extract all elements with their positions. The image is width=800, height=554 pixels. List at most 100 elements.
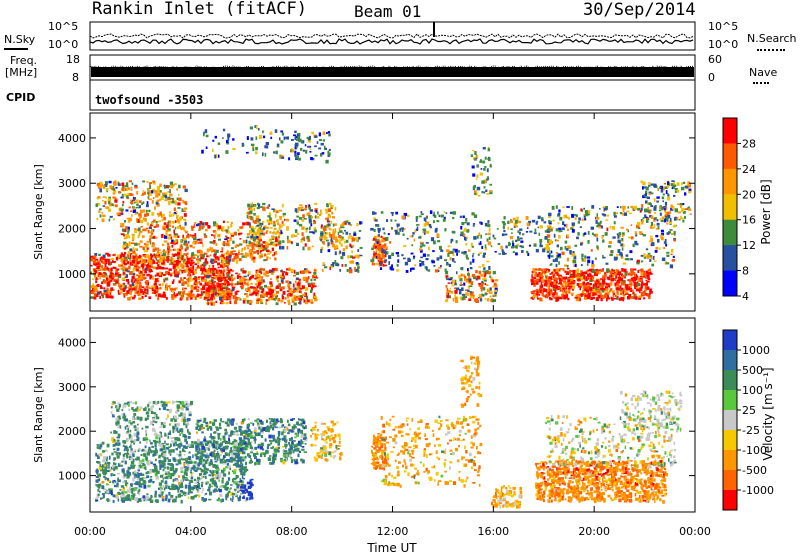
data-cell [215,256,219,259]
data-cell [249,293,253,296]
data-cell [622,205,626,210]
data-cell [255,225,258,228]
data-cell [635,275,639,278]
data-cell [501,221,505,224]
data-cell [186,263,189,267]
data-cell [642,217,645,219]
data-cell [221,282,225,286]
data-cell [293,134,296,137]
data-cell [142,180,145,183]
data-cell [169,258,172,261]
data-cell [546,289,549,292]
data-cell [212,230,217,233]
data-cell [347,255,350,259]
data-cell [658,186,662,189]
data-cell [165,443,169,446]
data-cell [109,279,113,282]
data-cell [553,292,556,296]
data-cell [245,278,248,281]
data-cell [374,212,377,215]
data-cell [256,240,258,245]
data-cell [120,252,123,256]
data-cell [159,459,162,463]
data-cell [680,215,682,220]
data-cell [180,292,184,296]
data-cell [386,251,389,255]
nsky-line [89,38,694,45]
data-cell [429,210,433,214]
data-cell [616,283,620,287]
data-cell [296,219,299,223]
data-cell [245,244,249,247]
data-cell [310,282,313,285]
data-cell [269,231,272,234]
data-cell [193,467,195,471]
data-cell [590,226,594,230]
data-cell [620,292,622,296]
data-cell [122,272,126,276]
data-cell [90,255,94,260]
data-cell [634,240,638,244]
data-cell [193,286,197,290]
data-cell [679,203,683,206]
data-cell [110,295,114,299]
data-cell [170,197,174,200]
data-cell [510,220,513,224]
data-cell [492,234,495,238]
data-cell [550,281,554,285]
data-cell [138,297,142,300]
data-cell [104,449,108,452]
data-cell [435,227,438,232]
data-cell [519,245,523,248]
data-cell [599,220,602,224]
data-cell [409,235,413,238]
data-cell [378,246,382,251]
data-cell [549,264,552,266]
data-cell [90,271,92,275]
data-cell [596,237,599,242]
data-cell [210,293,213,298]
data-cell [248,240,251,244]
data-cell [221,226,225,230]
data-cell [550,255,554,258]
data-cell [126,268,128,272]
data-cell [199,294,203,296]
data-cell [221,283,224,288]
data-cell [280,140,284,144]
data-cell [630,236,634,240]
data-cell [270,241,274,244]
data-cell [171,239,174,244]
data-cell [673,231,676,235]
data-cell [217,273,220,277]
data-cell [129,284,132,287]
data-cell [477,253,480,256]
data-cell [381,255,384,260]
data-cell [484,272,487,276]
data-cell [245,151,249,154]
data-cell [459,234,464,237]
data-cell [557,253,561,257]
data-cell [634,296,638,300]
data-cell [112,191,116,195]
data-cell [452,248,456,251]
data-cell [620,297,623,300]
data-cell [148,296,152,299]
data-cell [322,241,325,244]
data-cell [185,243,189,247]
data-cell [93,268,96,272]
data-cell [253,236,257,240]
data-cell [195,286,199,289]
data-cell [485,233,488,235]
data-cell [579,286,581,291]
data-cell [239,478,242,482]
data-cell [183,258,186,262]
data-cell [538,294,541,296]
data-cell [173,263,177,267]
data-cell [266,249,270,252]
data-cell [570,292,574,295]
data-cell [609,281,613,286]
nsky-trace [89,22,694,45]
data-cell [129,248,133,252]
freq-band [91,67,694,77]
data-cell [113,189,117,193]
